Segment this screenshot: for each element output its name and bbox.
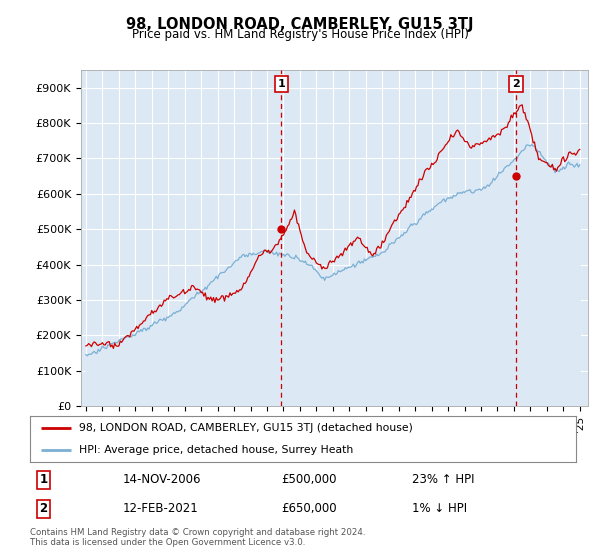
Text: £500,000: £500,000 [281, 473, 337, 487]
Text: 2: 2 [40, 502, 48, 516]
Text: 1% ↓ HPI: 1% ↓ HPI [412, 502, 467, 516]
Text: HPI: Average price, detached house, Surrey Heath: HPI: Average price, detached house, Surr… [79, 445, 353, 455]
Text: Price paid vs. HM Land Registry's House Price Index (HPI): Price paid vs. HM Land Registry's House … [131, 28, 469, 41]
Text: 1: 1 [40, 473, 48, 487]
Text: 23% ↑ HPI: 23% ↑ HPI [412, 473, 475, 487]
Text: 98, LONDON ROAD, CAMBERLEY, GU15 3TJ (detached house): 98, LONDON ROAD, CAMBERLEY, GU15 3TJ (de… [79, 423, 413, 433]
Text: 98, LONDON ROAD, CAMBERLEY, GU15 3TJ: 98, LONDON ROAD, CAMBERLEY, GU15 3TJ [126, 17, 474, 32]
Text: 2: 2 [512, 79, 520, 89]
Text: £650,000: £650,000 [281, 502, 337, 516]
Text: 1: 1 [278, 79, 286, 89]
Text: 12-FEB-2021: 12-FEB-2021 [123, 502, 199, 516]
Text: 14-NOV-2006: 14-NOV-2006 [123, 473, 202, 487]
Text: Contains HM Land Registry data © Crown copyright and database right 2024.
This d: Contains HM Land Registry data © Crown c… [30, 528, 365, 547]
